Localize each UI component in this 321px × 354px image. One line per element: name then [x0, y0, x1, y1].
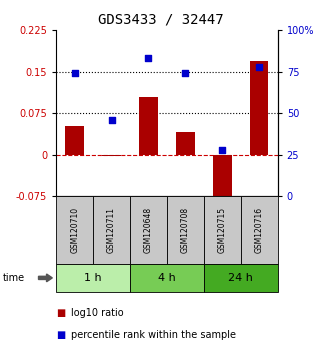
Text: time: time	[3, 273, 25, 283]
Bar	[65, 126, 84, 155]
Text: GSM120648: GSM120648	[144, 207, 153, 253]
Text: ■: ■	[56, 308, 65, 318]
Text: GSM120710: GSM120710	[70, 207, 79, 253]
Point	[109, 117, 114, 123]
Text: GSM120716: GSM120716	[255, 207, 264, 253]
Text: 24 h: 24 h	[228, 273, 253, 283]
Text: ■: ■	[56, 330, 65, 339]
Bar	[139, 97, 158, 155]
Text: percentile rank within the sample: percentile rank within the sample	[71, 330, 236, 339]
Text: GSM120711: GSM120711	[107, 207, 116, 253]
Bar	[176, 132, 195, 155]
Text: GDS3433 / 32447: GDS3433 / 32447	[98, 12, 223, 27]
Bar	[213, 155, 231, 209]
Point	[256, 64, 262, 69]
Text: 1 h: 1 h	[84, 273, 102, 283]
Point	[146, 56, 151, 61]
Bar	[250, 61, 268, 155]
Text: log10 ratio: log10 ratio	[71, 308, 123, 318]
Point	[220, 147, 225, 153]
Point	[72, 70, 77, 76]
Text: 4 h: 4 h	[158, 273, 176, 283]
Point	[183, 70, 188, 76]
Text: GSM120708: GSM120708	[181, 207, 190, 253]
Text: GSM120715: GSM120715	[218, 207, 227, 253]
Bar	[102, 155, 121, 156]
